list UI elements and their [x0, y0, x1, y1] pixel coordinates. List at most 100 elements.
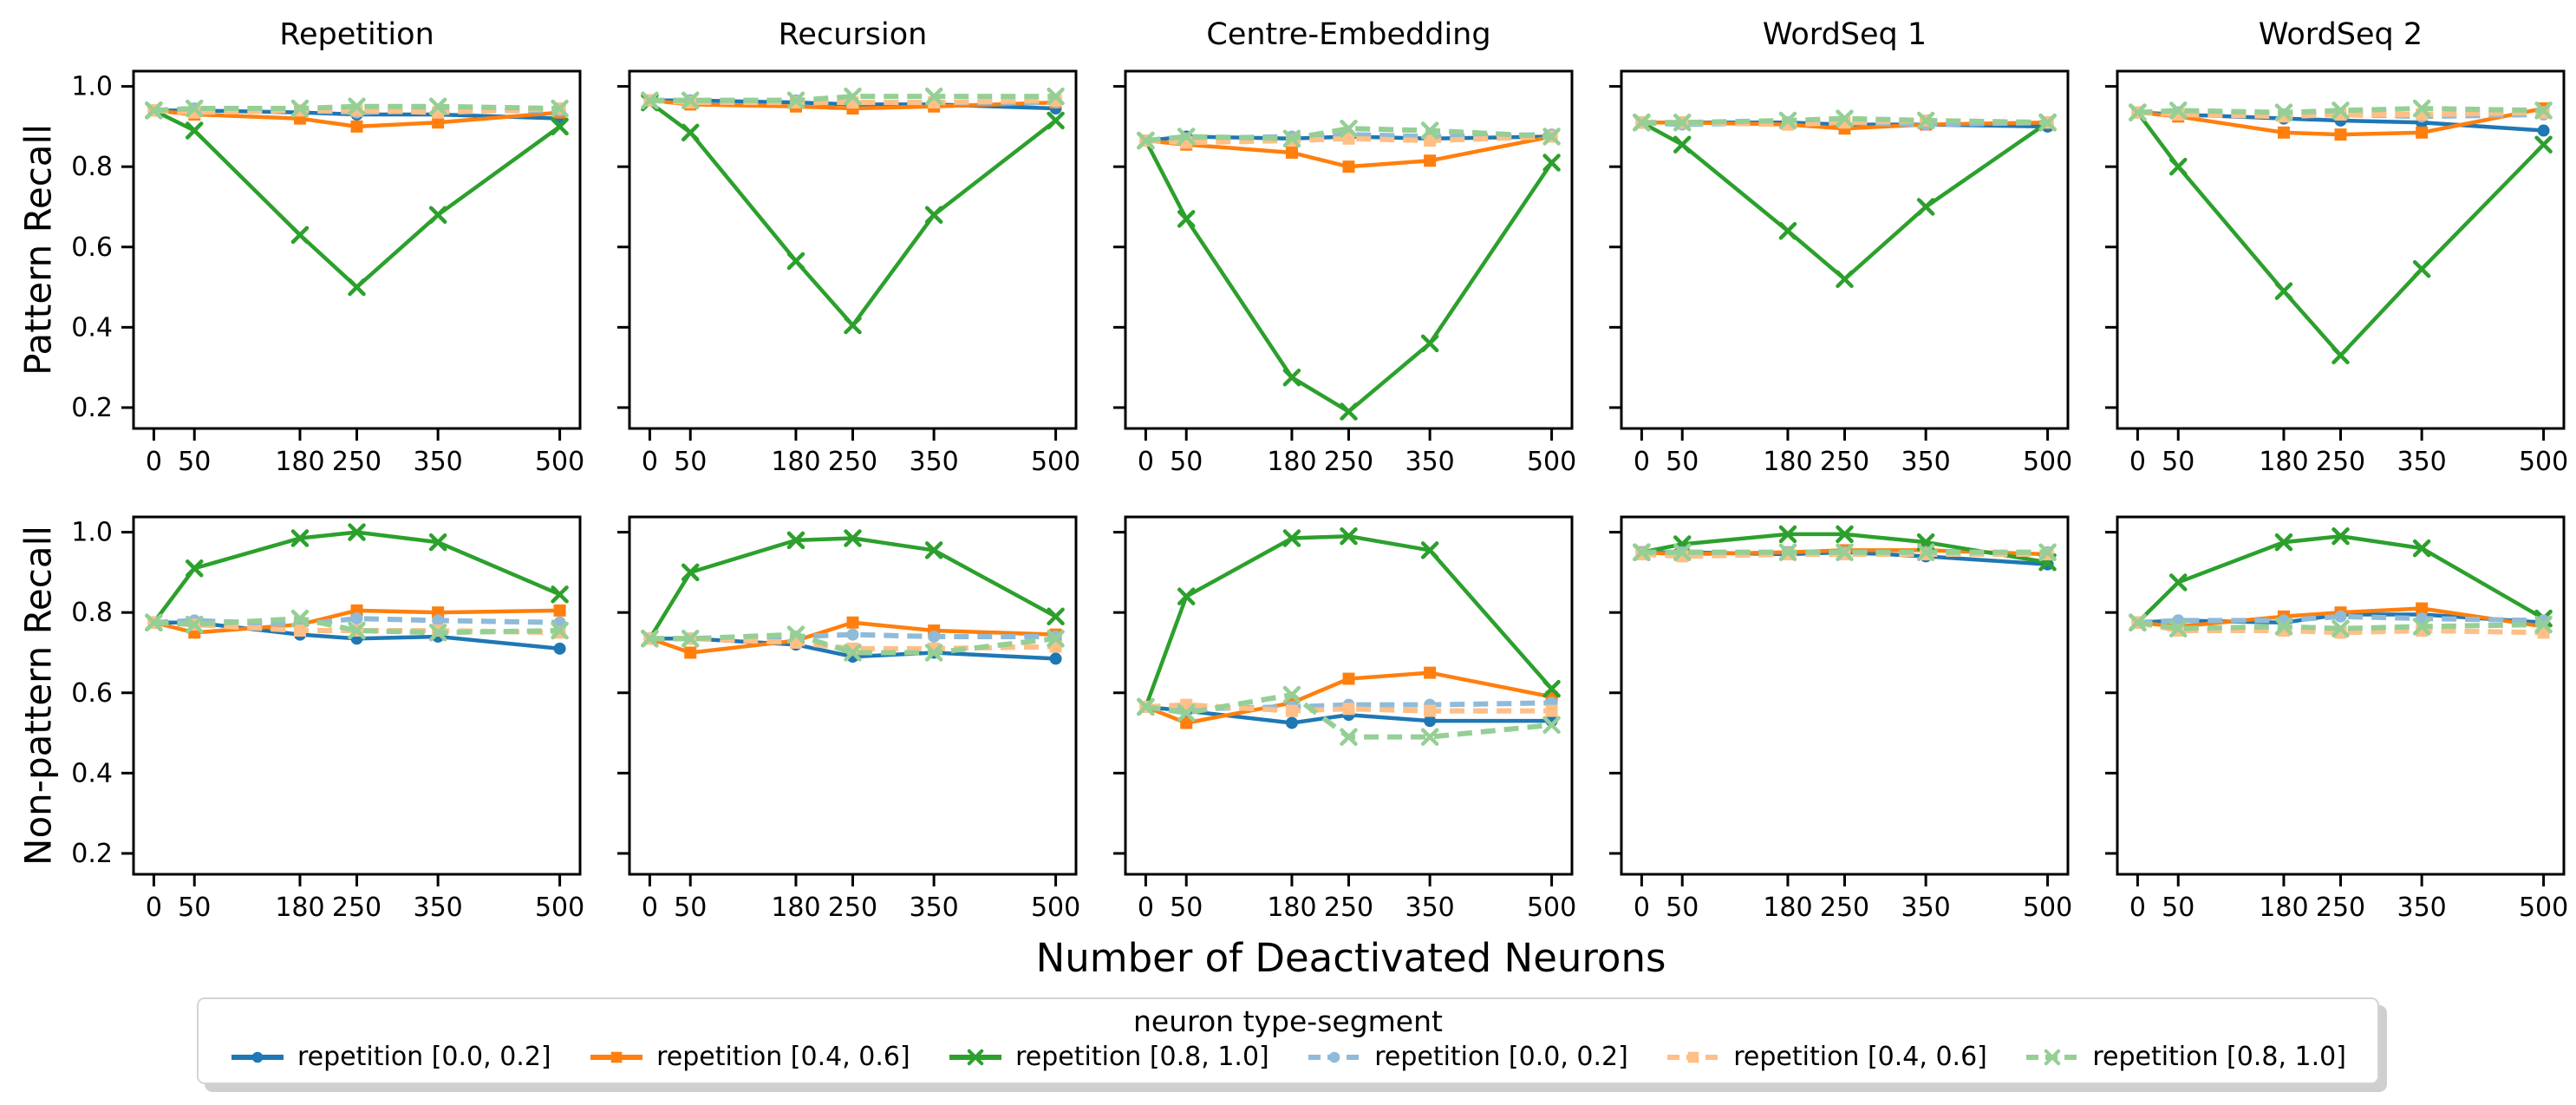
legend-title: neuron type-segment	[1133, 1004, 1443, 1038]
series-line-5	[2137, 106, 2544, 115]
marker-x	[2534, 101, 2553, 120]
marker-x	[2044, 1049, 2061, 1065]
marker-circle	[553, 642, 566, 655]
legend-item-1: repetition [0.4, 0.6]	[589, 1042, 910, 1072]
plot-canvas: 0 50 180 250 350 500	[1609, 69, 2072, 477]
marker-x	[145, 613, 163, 631]
subplot-title: Centre-Embedding	[1206, 17, 1491, 52]
marker-x	[551, 585, 569, 604]
marker-x	[348, 97, 366, 115]
x-tick-label: 180	[275, 892, 324, 923]
marker-x	[551, 117, 569, 136]
series-line-4	[2137, 109, 2544, 120]
legend-item-2: repetition [0.8, 1.0]	[948, 1042, 1269, 1072]
x-tick-label: 500	[1031, 447, 1080, 477]
marker-x	[1916, 198, 1935, 216]
marker-x	[2274, 103, 2293, 121]
marker-circle	[2334, 610, 2347, 623]
marker-x	[1177, 703, 1196, 722]
marker-x	[551, 99, 569, 118]
subplot-recursion-pattern-recall: Recursion 0 50 180 250 350 500	[617, 17, 1080, 477]
marker-x	[681, 91, 700, 110]
marker-circle	[1049, 652, 1062, 665]
x-tick-label: 250	[332, 892, 382, 923]
marker-x	[2168, 573, 2188, 592]
x-tick-label: 350	[2397, 892, 2447, 923]
marker-circle	[1424, 715, 1437, 728]
marker-x	[1673, 114, 1692, 132]
plot-border	[2116, 69, 2566, 430]
marker-x	[1282, 129, 1301, 148]
legend-item-4: repetition [0.4, 0.6]	[1666, 1042, 1987, 1072]
x-tick-label: 50	[2162, 892, 2194, 923]
x-tick-label: 0	[1138, 892, 1154, 923]
marker-x	[844, 529, 862, 547]
marker-circle	[928, 630, 941, 643]
marker-square	[1285, 704, 1298, 717]
x-tick-label: 250	[2316, 447, 2365, 477]
marker-x	[428, 533, 447, 552]
x-tick-label: 500	[2023, 892, 2072, 923]
legend-swatch	[949, 1049, 1002, 1065]
plot-canvas: 0 50 180 250 350 500	[1609, 515, 2072, 923]
marker-x	[1282, 685, 1301, 704]
marker-x	[844, 644, 862, 662]
series-line-5	[1145, 126, 1552, 144]
marker-x	[2412, 539, 2431, 558]
marker-square	[1180, 716, 1193, 729]
marker-x	[2274, 282, 2293, 300]
marker-x	[2274, 618, 2293, 636]
marker-square	[610, 1051, 623, 1062]
marker-square	[1285, 146, 1298, 159]
plot-canvas: 0 50 180 250 350 500 1.0 0.8 0.6 0.4 0.2	[71, 69, 584, 477]
subplot-recursion-non-pattern-recall: 0 50 180 250 350 500	[617, 515, 1080, 923]
marker-x	[1282, 529, 1301, 547]
y-tick-label: 0.4	[71, 758, 113, 788]
subplot-centre-embedding-pattern-recall: Centre-Embedding 0 50 180 250 350 500	[1113, 17, 1576, 477]
marker-x	[1047, 87, 1065, 106]
marker-x	[2038, 543, 2057, 561]
plot-border	[1124, 69, 1574, 430]
x-tick-label: 180	[2259, 892, 2308, 923]
y-tick-label: 1.0	[71, 518, 113, 548]
marker-circle	[1328, 1051, 1340, 1062]
legend-item-5: repetition [0.8, 1.0]	[2025, 1042, 2346, 1072]
marker-x	[2129, 613, 2147, 631]
y-tick-label: 0.6	[71, 678, 113, 709]
x-tick-label: 500	[535, 447, 584, 477]
marker-x	[786, 252, 805, 271]
marker-x	[1916, 543, 1935, 561]
legend-label: repetition [0.4, 0.6]	[656, 1042, 910, 1072]
marker-square	[1424, 154, 1437, 167]
x-tick-label: 180	[275, 447, 324, 477]
x-tick-label: 0	[2129, 892, 2146, 923]
marker-x	[1778, 221, 1797, 240]
x-tick-label: 50	[1666, 892, 1699, 923]
subplot-wordseq-1-non-pattern-recall: 0 50 180 250 350 500	[1609, 515, 2072, 923]
x-tick-label: 50	[2162, 447, 2194, 477]
marker-x	[1177, 210, 1196, 228]
marker-x	[1340, 526, 1358, 546]
legend-entries: repetition [0.0, 0.2] repetition [0.4, 0.…	[230, 1042, 2346, 1072]
series-line-5	[153, 103, 560, 114]
marker-x	[2129, 103, 2147, 121]
marker-square	[2416, 126, 2429, 139]
marker-x	[641, 91, 659, 110]
ylabel-non-pattern-recall: Non-pattern Recall	[16, 526, 60, 866]
marker-x	[185, 99, 204, 118]
plot-canvas: 0 50 180 250 350 500	[1113, 515, 1576, 923]
x-tick-label: 500	[1527, 447, 1576, 477]
legend-swatch	[232, 1051, 284, 1062]
x-tick-label: 500	[535, 892, 584, 923]
xlabel: Number of Deactivated Neurons	[1035, 935, 1666, 981]
marker-x	[1420, 334, 1439, 353]
marker-square	[1342, 703, 1355, 716]
legend-swatch	[2026, 1049, 2079, 1065]
marker-square	[1687, 1051, 1699, 1062]
subplot-repetition-non-pattern-recall: 0 50 180 250 350 500 1.0 0.8 0.6 0.4 0.2	[71, 515, 584, 923]
marker-x	[1633, 543, 1651, 561]
marker-x	[1542, 154, 1561, 172]
marker-x	[1542, 128, 1561, 146]
x-tick-label: 0	[2129, 447, 2146, 477]
x-tick-label: 50	[1170, 447, 1203, 477]
